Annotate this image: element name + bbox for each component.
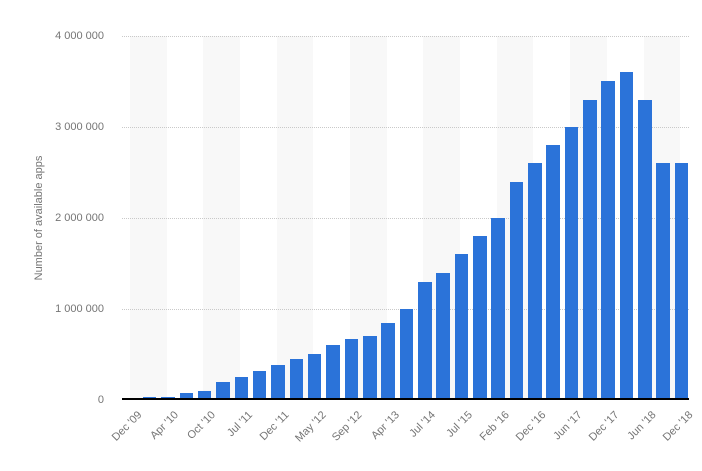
x-tick-label: Jun '18 — [625, 409, 659, 443]
gridline — [122, 127, 689, 128]
x-tick-label: Jul '14 — [407, 409, 439, 440]
bar[interactable] — [583, 100, 597, 400]
bar[interactable] — [619, 72, 634, 400]
background-stripe — [203, 36, 240, 399]
bar[interactable] — [436, 273, 450, 400]
bar[interactable] — [271, 365, 285, 400]
background-stripe — [276, 36, 314, 399]
x-tick-label: Jul '11 — [224, 409, 255, 440]
bar[interactable] — [601, 81, 615, 400]
y-tick-label: 0 — [97, 394, 104, 406]
bar[interactable] — [326, 345, 340, 400]
bar[interactable] — [491, 218, 505, 400]
y-tick-label: 1 000 000 — [55, 303, 104, 315]
x-axis-line — [122, 398, 689, 400]
bar[interactable] — [216, 382, 230, 400]
gridline — [122, 36, 689, 37]
bar[interactable] — [363, 336, 377, 400]
bar[interactable] — [344, 339, 359, 400]
bar[interactable] — [399, 309, 414, 400]
bar[interactable] — [289, 359, 304, 400]
x-tick-label: May '12 — [292, 409, 329, 445]
bar[interactable] — [454, 254, 469, 400]
gridline — [122, 218, 689, 219]
x-tick-label: Dec '16 — [513, 409, 549, 444]
background-stripe — [166, 36, 204, 399]
bar[interactable] — [473, 236, 487, 400]
bar[interactable] — [381, 323, 395, 400]
x-tick-label: Dec '09 — [110, 409, 145, 444]
background-stripe — [239, 36, 277, 399]
plot-area — [122, 36, 689, 400]
bar[interactable] — [656, 163, 670, 400]
bar[interactable] — [197, 391, 212, 400]
x-tick-label: Sep '12 — [330, 409, 365, 444]
bar[interactable] — [674, 163, 689, 400]
x-tick-label: Oct '10 — [185, 409, 219, 442]
bar[interactable] — [179, 393, 194, 400]
x-tick-label: Apr '10 — [148, 409, 182, 442]
x-tick-label: Jun '17 — [551, 409, 586, 443]
y-tick-label: 4 000 000 — [55, 30, 104, 42]
bar[interactable] — [546, 145, 560, 400]
bar[interactable] — [638, 100, 652, 400]
x-tick-label: Feb '16 — [477, 409, 512, 444]
bar[interactable] — [252, 371, 267, 400]
y-tick-label: 3 000 000 — [55, 121, 104, 133]
x-tick-label: Apr '13 — [368, 409, 402, 442]
y-tick-label: 2 000 000 — [55, 212, 104, 224]
x-tick-label: Dec '11 — [257, 409, 292, 444]
x-tick-label: Jul '15 — [444, 409, 475, 440]
bar[interactable] — [418, 282, 432, 400]
background-stripe — [313, 36, 351, 399]
bar[interactable] — [307, 354, 322, 400]
bar[interactable] — [234, 377, 249, 400]
background-stripe — [129, 36, 167, 399]
x-tick-label: Dec '17 — [587, 409, 622, 444]
bar[interactable] — [564, 127, 579, 400]
bar[interactable] — [528, 163, 542, 400]
x-tick-label: Dec '18 — [660, 409, 696, 444]
bar[interactable] — [509, 182, 524, 400]
